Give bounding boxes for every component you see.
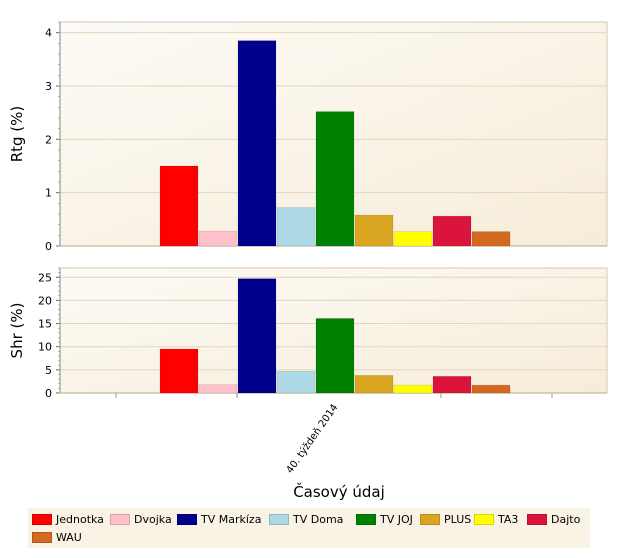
y-tick-label: 2 xyxy=(45,133,52,146)
legend-label: PLUS xyxy=(444,512,472,526)
legend-swatch xyxy=(474,513,494,525)
legend-label: TV JOJ xyxy=(380,512,413,526)
legend-swatch xyxy=(269,513,289,525)
x-axis-title: Časový údaj xyxy=(293,482,385,501)
legend-swatch xyxy=(110,513,130,525)
legend-swatch xyxy=(527,513,547,525)
bar-rtg-dvojka xyxy=(198,230,238,247)
bar-shr-wau xyxy=(471,384,511,394)
chart-svg: 0 1 2 3 4 Rtg (%) 0 5 10 15 20 25 Shr (%) 40. týžde… xyxy=(8,21,608,501)
legend-item-plus: PLUS xyxy=(420,512,471,526)
x-category-label: 40. týždeň 2014 xyxy=(284,402,341,476)
legend-swatch xyxy=(32,513,52,525)
bar-shr-tv-joj xyxy=(315,318,355,394)
legend-item-jednotka: Jednotka xyxy=(32,512,104,526)
bar-shr-dajto xyxy=(432,376,472,394)
bar-rtg-tv-doma xyxy=(276,207,316,247)
legend-item-dajto: Dajto xyxy=(527,512,580,526)
bar-shr-ta3 xyxy=(393,384,433,394)
legend-label: Dajto xyxy=(551,512,581,526)
bar-shr-jednotka xyxy=(159,348,199,394)
share-panel: 0 5 10 15 20 25 Shr (%) xyxy=(8,267,608,400)
bar-shr-tv-markíza xyxy=(237,278,277,394)
legend-item-dvojka: Dvojka xyxy=(110,512,172,526)
y-tick-label: 0 xyxy=(45,387,52,400)
bar-rtg-ta3 xyxy=(393,231,433,247)
y-tick-label: 25 xyxy=(38,271,52,284)
legend-swatch xyxy=(420,513,440,525)
bar-rtg-tv-markíza xyxy=(237,40,277,247)
y-tick-label: 0 xyxy=(45,240,52,253)
y-tick-label: 5 xyxy=(45,364,52,377)
legend-swatch xyxy=(356,513,376,525)
bar-shr-tv-doma xyxy=(276,370,316,394)
legend-item-ta3: TA3 xyxy=(474,512,518,526)
y-axis-title: Shr (%) xyxy=(8,303,26,359)
legend-label: TV Doma xyxy=(293,512,344,526)
legend-label: WAU xyxy=(56,530,82,544)
legend-label: TV Markíza xyxy=(201,512,262,526)
legend: Jednotka Dvojka TV Markíza TV Doma TV JOJ PLU… xyxy=(28,508,590,548)
legend-swatch xyxy=(177,513,197,525)
y-tick-label: 3 xyxy=(45,80,52,93)
y-tick-label: 10 xyxy=(38,341,52,354)
legend-label: TA3 xyxy=(498,512,519,526)
bar-rtg-tv-joj xyxy=(315,111,355,247)
bar-rtg-dajto xyxy=(432,215,472,247)
legend-label: Jednotka xyxy=(56,512,104,526)
legend-swatch xyxy=(32,531,52,543)
bar-rtg-jednotka xyxy=(159,165,199,247)
legend-item-wau: WAU xyxy=(32,530,82,544)
y-axis-title: Rtg (%) xyxy=(8,106,26,163)
bar-rtg-wau xyxy=(471,231,511,247)
y-tick-label: 15 xyxy=(38,318,52,331)
bar-rtg-plus xyxy=(354,214,394,247)
bar-shr-plus xyxy=(354,375,394,394)
bar-shr-dvojka xyxy=(198,384,238,394)
legend-label: Dvojka xyxy=(134,512,172,526)
legend-item-tv-doma: TV Doma xyxy=(269,512,343,526)
legend-item-tv-joj: TV JOJ xyxy=(356,512,413,526)
legend-item-tv-markíza: TV Markíza xyxy=(177,512,261,526)
rating-panel: 0 1 2 3 4 Rtg (%) xyxy=(8,21,608,253)
y-tick-label: 20 xyxy=(38,294,52,307)
y-tick-label: 4 xyxy=(45,27,52,40)
y-tick-label: 1 xyxy=(45,187,52,200)
